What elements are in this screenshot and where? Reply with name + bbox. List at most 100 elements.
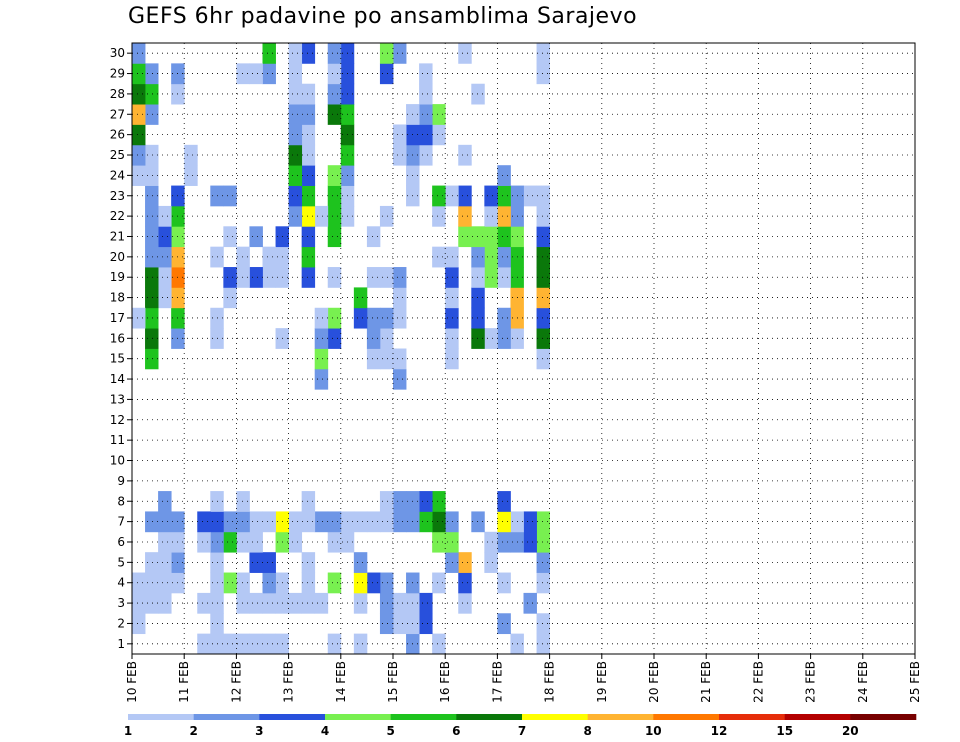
heatmap-cell [145,328,159,349]
heatmap-cell [262,511,276,533]
heatmap-cell [262,552,276,573]
heatmap-cell [288,43,303,64]
heatmap-cell [484,226,498,248]
heatmap-cell [458,552,472,573]
heatmap-cell [432,633,446,655]
heatmap-cell [419,491,433,512]
y-tick-label: 28 [110,87,125,101]
y-tick-label: 16 [110,331,125,345]
x-tick-label: 13 FEB [282,661,296,703]
heatmap-cell [288,185,303,207]
heatmap-cell [536,552,550,573]
heatmap-cell [145,287,159,309]
heatmap-cell [458,185,472,207]
heatmap-cell [132,63,146,85]
y-tick-label: 18 [110,291,125,305]
heatmap-cell [132,124,146,146]
y-tick-label: 13 [110,392,125,406]
heatmap-cell [366,328,381,349]
y-tick-label: 11 [110,433,125,447]
heatmap-cell [158,572,172,594]
heatmap-cell [432,511,446,533]
heatmap-cell [366,572,381,594]
heatmap-cell [366,511,381,533]
heatmap-cell [393,144,407,166]
heatmap-cell [327,165,342,186]
heatmap-cell [366,307,381,329]
heatmap-cell [471,307,485,329]
heatmap-cell [327,633,342,655]
heatmap-cell [419,613,433,635]
heatmap-cell [471,328,485,349]
heatmap-cell [393,491,407,512]
heatmap-cell [301,592,316,614]
heatmap-cell [379,592,394,614]
heatmap-cell [484,328,498,349]
heatmap-cell [445,307,459,329]
heatmap-cell [471,267,485,288]
heatmap-cell [288,205,303,227]
heatmap-cell [497,491,511,512]
colorbar-swatch [522,714,588,720]
colorbar-label: 3 [255,724,263,738]
heatmap-cell [536,267,550,288]
heatmap-cell [419,144,433,166]
heatmap-cell [353,287,368,309]
colorbar-label: 7 [518,724,526,738]
heatmap-cell [236,592,250,614]
heatmap-cell [419,63,433,85]
heatmap-cell [497,328,511,349]
heatmap-cell [353,633,368,655]
heatmap-cell [249,592,263,614]
heatmap-cell [223,633,237,655]
colorbar-swatch [456,714,523,720]
colorbar-label: 1 [124,724,132,738]
heatmap-cell [353,307,368,329]
heatmap-cell [419,104,433,125]
x-tick-label: 22 FEB [751,661,765,703]
heatmap-cell [132,592,146,614]
heatmap-cell [471,226,485,248]
y-tick-label: 3 [117,596,125,610]
heatmap-cell [223,267,237,288]
heatmap-cell [353,511,368,533]
heatmap-cell [327,63,342,85]
heatmap-cell [458,572,472,594]
heatmap-cell [327,307,342,329]
heatmap-cell [379,267,394,288]
heatmap-cell [445,185,459,207]
heatmap-cell [158,531,172,553]
heatmap-cell [536,205,550,227]
heatmap-cell [301,165,316,186]
heatmap-cell [236,531,250,553]
x-tick-label: 18 FEB [543,661,557,703]
colorbar-label: 4 [321,724,329,738]
heatmap-cell [288,165,303,186]
heatmap-cell [445,531,459,553]
heatmap-cell [393,124,407,146]
colorbar-swatch [719,714,785,720]
y-tick-label: 15 [110,352,125,366]
heatmap-cell [484,185,498,207]
heatmap-cell [132,104,146,125]
heatmap-cell [145,511,159,533]
heatmap-cell [327,104,342,125]
x-tick-label: 25 FEB [908,661,922,703]
heatmap-cell [353,552,368,573]
heatmap-cell [484,531,498,553]
heatmap-cell [379,63,394,85]
y-tick-label: 12 [110,413,125,427]
heatmap-cell [301,267,316,288]
heatmap-cell [236,246,250,268]
heatmap-cell [288,104,303,125]
heatmap-cell [145,185,159,207]
heatmap-cell [471,511,485,533]
heatmap-cell [132,307,146,329]
heatmap-cell [393,592,407,614]
heatmap-cell [145,267,159,288]
heatmap-cell [184,144,198,166]
heatmap-cell [327,43,342,64]
heatmap-cell [249,63,263,85]
heatmap-cell [536,633,550,655]
